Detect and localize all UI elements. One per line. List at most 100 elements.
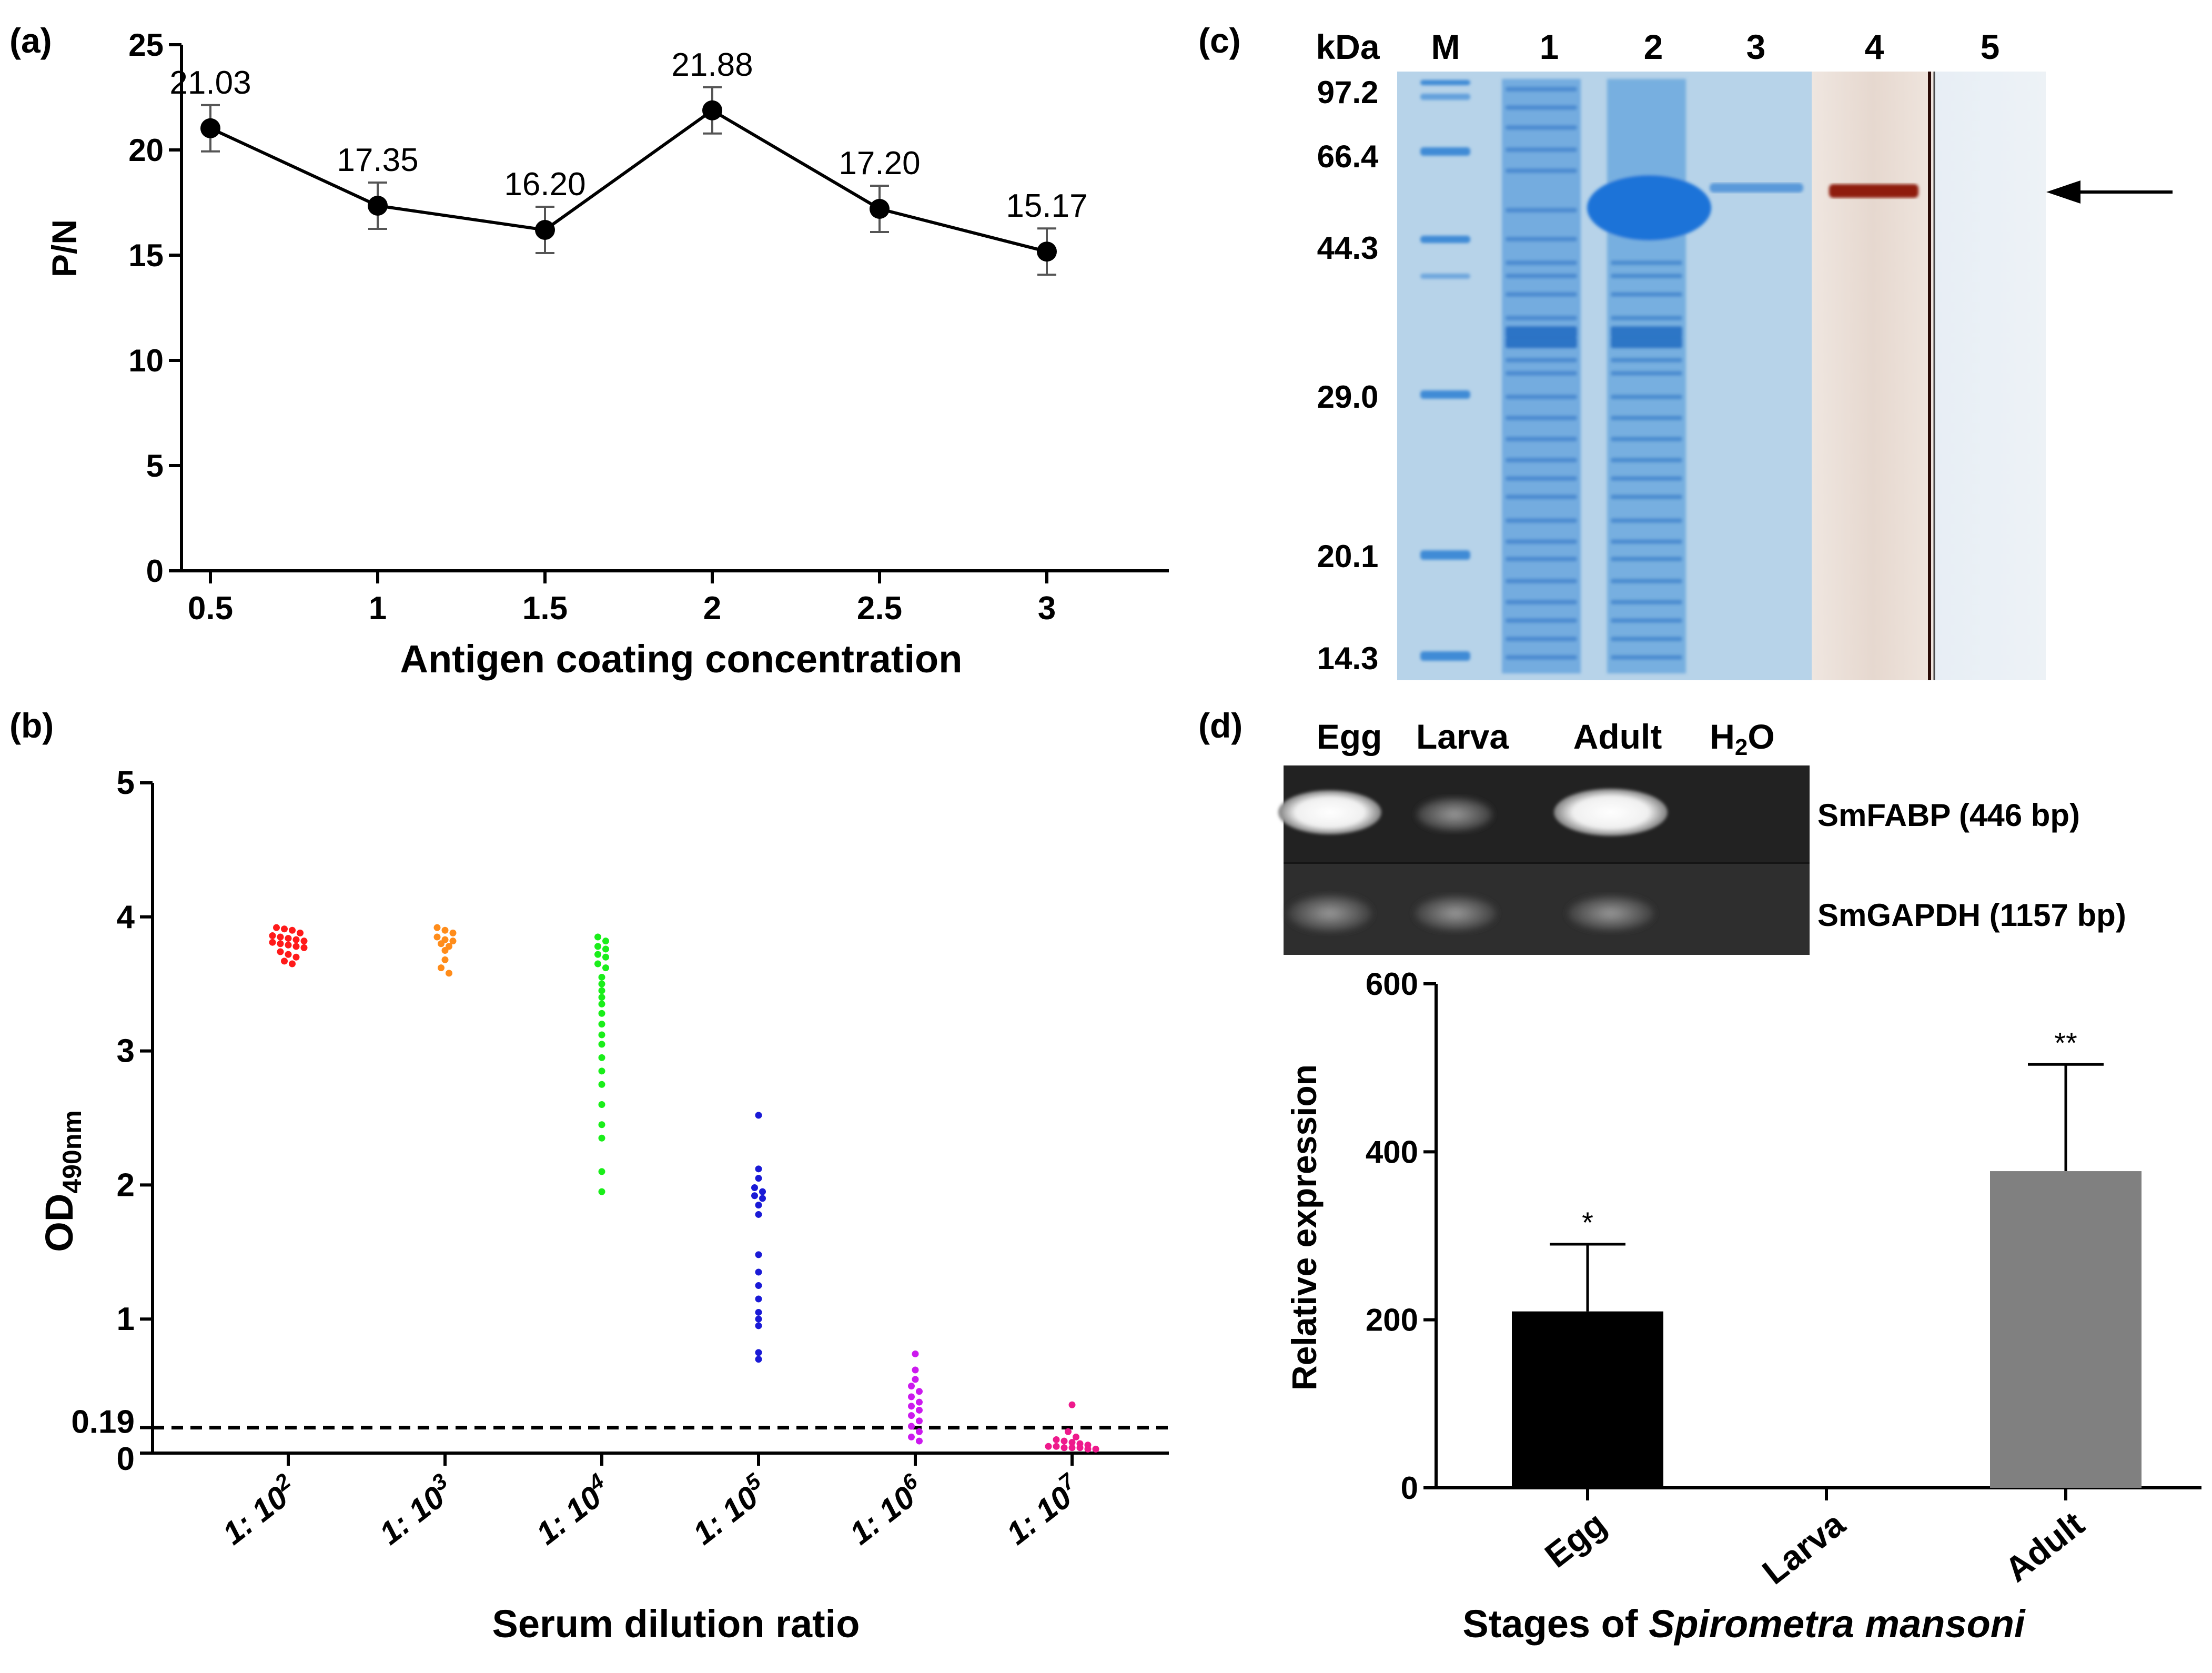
- panel-d-bar: [1990, 1171, 2142, 1488]
- panel-d-x-tick-labels: Egg Larva Adult: [1538, 1488, 2092, 1591]
- panel-b-point: [908, 1412, 915, 1419]
- panel-b-point: [281, 925, 288, 933]
- panel-b-point: [916, 1437, 923, 1445]
- lane-1-band: [1506, 125, 1577, 130]
- lane-2-band: [1611, 437, 1682, 441]
- panel-b-points: [269, 924, 1099, 1453]
- panel-b-point: [598, 1054, 605, 1061]
- panel-b-point: [755, 1211, 762, 1218]
- panel-b-point: [292, 953, 300, 961]
- panel-b-ylabel-sub: 490nm: [57, 1110, 87, 1193]
- panel-a-error-bars: [201, 86, 1056, 276]
- panel-b-point: [1084, 1445, 1092, 1453]
- panel-a-data-label: 16.20: [504, 166, 585, 203]
- panel-d-ticks: 0 200 400 600: [1366, 966, 1436, 1506]
- panel-b-point: [598, 1134, 605, 1142]
- panel-c-marker-labels: 97.2 66.4 44.3 29.0 20.1 14.3: [1317, 75, 1379, 676]
- panel-b-point: [1076, 1444, 1084, 1452]
- panel-b-point: [269, 939, 276, 946]
- panel-b-x-tick-label: 1: 104: [527, 1468, 618, 1551]
- panel-a-y-tick-label: 0: [146, 553, 164, 589]
- lane-1-band: [1506, 316, 1577, 320]
- panel-b-point: [916, 1398, 923, 1406]
- panel-b-point: [433, 933, 441, 941]
- panel-b-point: [441, 947, 449, 954]
- panel-d-xlabel: Stages of Spirometra mansoni: [1462, 1602, 2026, 1646]
- panel-b-point: [285, 935, 292, 942]
- panel-b-x-tick-label: 1: 103: [370, 1468, 461, 1551]
- panel-d-x-tick-label: Larva: [1755, 1504, 1852, 1592]
- panel-d-x-tick-label: Egg: [1538, 1504, 1613, 1575]
- panel-a-y-tick-label: 25: [128, 27, 164, 63]
- lane-1-band: [1506, 337, 1577, 348]
- panel-b-point: [1060, 1437, 1068, 1445]
- lane-2-band: [1611, 260, 1682, 265]
- agarose-gel: [1278, 765, 1810, 955]
- lane-2-band: [1611, 274, 1682, 278]
- panel-b-point: [1073, 1433, 1079, 1440]
- panel-b-point: [602, 953, 609, 961]
- h2o-lane-label: H2O: [1710, 717, 1775, 760]
- panel-b-point: [281, 958, 288, 965]
- panel-b-point: [289, 926, 296, 934]
- lane-2-band: [1611, 326, 1682, 338]
- panel-a-xlabel: Antigen coating concentration: [400, 637, 963, 681]
- panel-b-point: [598, 1031, 605, 1039]
- lane-2-band: [1611, 358, 1682, 362]
- h2o-base: H: [1710, 717, 1735, 756]
- panel-b-point: [300, 944, 308, 951]
- lane-2-band: [1611, 371, 1682, 376]
- panel-b-point: [438, 940, 445, 948]
- panel-d-ylabel: Relative expression: [1285, 1064, 1324, 1390]
- panel-b-point: [1068, 1401, 1076, 1408]
- lane-2-band: [1611, 518, 1682, 523]
- lane-1-band: [1506, 260, 1577, 265]
- panel-b-point: [598, 1121, 605, 1128]
- panel-b-point: [433, 924, 441, 931]
- panel-b-point: [916, 1388, 923, 1395]
- panel-b-ticks: 0 1 2 3 4 5 1: 102 1: 103 1: 104 1: 105 1: 106 1: 1…: [117, 765, 1089, 1551]
- panel-b-point: [598, 1101, 605, 1108]
- panel-a-point: [368, 196, 388, 216]
- panel-b-y-tick-label: 2: [117, 1167, 135, 1203]
- panel-b-point: [755, 1282, 762, 1289]
- panel-b-point: [446, 970, 452, 977]
- lane-2-band: [1611, 637, 1682, 641]
- panel-d-y-tick-label: 200: [1366, 1303, 1418, 1338]
- panel-a-y-tick-label: 5: [146, 448, 164, 483]
- lane-3-band: [1710, 183, 1803, 193]
- panel-c-lane-label: 5: [1981, 27, 2000, 66]
- arrow-icon: [2046, 180, 2173, 204]
- panel-b-point: [755, 1308, 762, 1316]
- lane-2-band: [1611, 655, 1682, 660]
- panel-c-marker-label: 14.3: [1317, 641, 1379, 676]
- panel-b-ylabel-main: OD: [37, 1194, 81, 1252]
- western-blot-lane-5: [1933, 72, 2046, 680]
- lane-1-band: [1506, 618, 1577, 623]
- lane-1-band: [1506, 168, 1577, 173]
- panel-b-point: [598, 973, 605, 981]
- panel-b-point: [273, 924, 280, 931]
- panel-b-point: [755, 1165, 762, 1173]
- panel-b-point: [598, 1168, 605, 1175]
- panel-d-y-tick-label: 0: [1401, 1470, 1418, 1506]
- panel-d-bar: [1512, 1311, 1663, 1488]
- panel-a-y-tick-label: 20: [128, 133, 164, 168]
- panel-b-point: [755, 1112, 762, 1119]
- lane-1-band: [1506, 557, 1577, 561]
- panel-a-point: [535, 220, 555, 240]
- panel-b-point: [908, 1383, 915, 1390]
- panel-d-label: (d): [1198, 706, 1243, 745]
- panel-c-lane-label: 4: [1865, 27, 1884, 66]
- panel-c-marker-label: 66.4: [1317, 139, 1379, 174]
- panel-b-point: [594, 951, 601, 958]
- panel-b-ylabel: OD490nm: [37, 1110, 87, 1252]
- panel-b-x-tick-label: 1: 107: [997, 1468, 1089, 1551]
- panel-b-point: [594, 943, 601, 950]
- panel-b-point: [759, 1188, 766, 1195]
- panel-b-point: [598, 987, 605, 994]
- panel-a-data-label: 21.03: [169, 65, 251, 101]
- panel-b-point: [751, 1184, 758, 1191]
- lane-1-band: [1506, 655, 1577, 660]
- panel-b-point: [1068, 1444, 1076, 1452]
